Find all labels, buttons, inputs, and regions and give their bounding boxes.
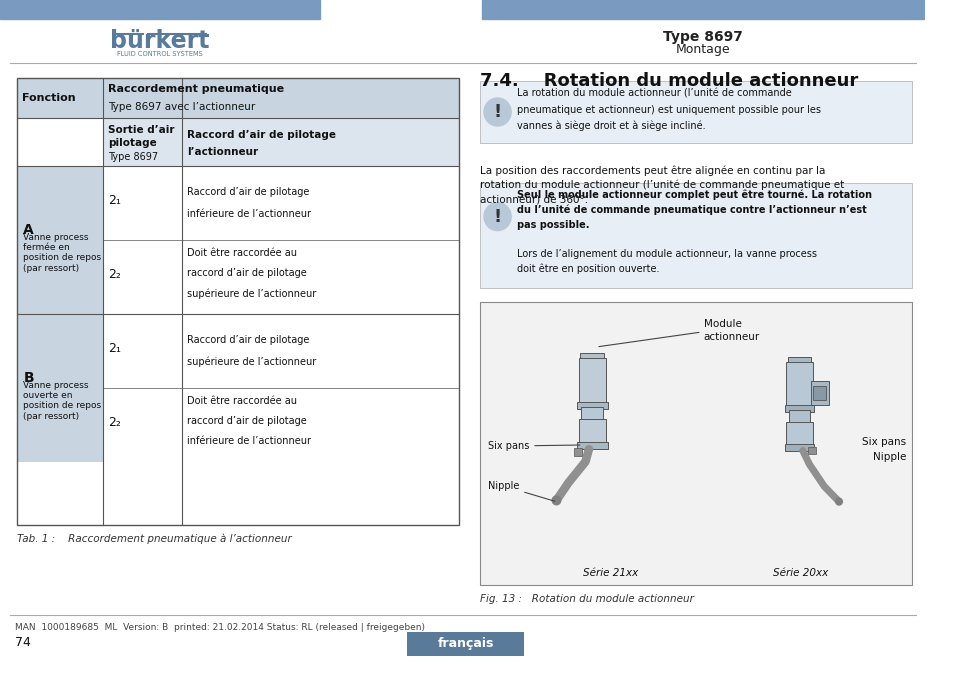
Text: Nipple: Nipple xyxy=(872,452,905,462)
Bar xyxy=(577,442,607,450)
Text: Doit être raccordée au: Doit être raccordée au xyxy=(187,396,297,406)
Bar xyxy=(580,407,603,421)
Bar xyxy=(787,357,810,364)
Bar xyxy=(17,314,103,462)
Text: Six pans: Six pans xyxy=(861,437,905,447)
Text: actionneur: actionneur xyxy=(703,332,760,342)
Text: rotation du module actionneur (l’unité de commande pneumatique et: rotation du module actionneur (l’unité d… xyxy=(479,180,843,190)
Text: pneumatique et actionneur) est uniquement possible pour les: pneumatique et actionneur) est uniquemen… xyxy=(517,105,821,115)
Text: Type 8697: Type 8697 xyxy=(108,152,157,162)
Text: Seul le module actionneur complet peut être tourné. La rotation: Seul le module actionneur complet peut ê… xyxy=(517,190,871,201)
Bar xyxy=(481,0,924,19)
Text: Vanne process: Vanne process xyxy=(23,232,89,242)
Text: ouverte en: ouverte en xyxy=(23,391,72,400)
Text: français: français xyxy=(436,637,494,651)
Text: (par ressort): (par ressort) xyxy=(23,412,79,421)
Bar xyxy=(783,444,814,451)
Text: l’actionneur: l’actionneur xyxy=(187,147,258,157)
Circle shape xyxy=(835,498,841,505)
Text: supérieure de l’actionneur: supérieure de l’actionneur xyxy=(187,357,316,367)
Text: vannes à siège droit et à siège incliné.: vannes à siège droit et à siège incliné. xyxy=(517,120,705,131)
Text: position de repos: position de repos xyxy=(23,254,101,262)
Text: 2₂: 2₂ xyxy=(108,417,120,429)
Text: raccord d’air de pilotage: raccord d’air de pilotage xyxy=(187,269,307,279)
Text: FLUID CONTROL SYSTEMS: FLUID CONTROL SYSTEMS xyxy=(117,51,203,57)
Text: (par ressort): (par ressort) xyxy=(23,264,79,273)
Text: La position des raccordements peut être alignée en continu par la: La position des raccordements peut être … xyxy=(479,166,824,176)
Text: actionneur) de 360°.: actionneur) de 360°. xyxy=(479,194,588,204)
Bar xyxy=(783,404,814,411)
Text: Doit être raccordée au: Doit être raccordée au xyxy=(187,248,297,258)
Text: Type 8697 avec l’actionneur: Type 8697 avec l’actionneur xyxy=(108,102,254,112)
Bar xyxy=(785,422,812,446)
Text: 7.4.    Rotation du module actionneur: 7.4. Rotation du module actionneur xyxy=(479,72,858,90)
Bar xyxy=(573,448,581,456)
Text: Module: Module xyxy=(703,319,740,329)
Text: Six pans: Six pans xyxy=(487,441,579,451)
Text: Type 8697: Type 8697 xyxy=(662,30,742,44)
Bar xyxy=(17,78,458,525)
Text: !: ! xyxy=(493,207,501,225)
Text: Série 21xx: Série 21xx xyxy=(582,568,638,578)
Text: Lors de l’alignement du module actionneur, la vanne process: Lors de l’alignement du module actionneu… xyxy=(517,249,816,259)
Text: raccord d’air de pilotage: raccord d’air de pilotage xyxy=(187,417,307,426)
Text: du l’unité de commande pneumatique contre l’actionneur n’est: du l’unité de commande pneumatique contr… xyxy=(517,205,865,215)
Text: MAN  1000189685  ML  Version: B  printed: 21.02.2014 Status: RL (released | frei: MAN 1000189685 ML Version: B printed: 21… xyxy=(14,623,424,633)
Text: Raccord d’air de pilotage: Raccord d’air de pilotage xyxy=(187,335,309,345)
Text: pas possible.: pas possible. xyxy=(517,220,589,230)
Text: fermée en: fermée en xyxy=(23,243,70,252)
Bar xyxy=(785,362,812,406)
Text: 2₁: 2₁ xyxy=(108,194,120,207)
Text: Raccord d’air de pilotage: Raccord d’air de pilotage xyxy=(187,130,335,140)
Text: supérieure de l’actionneur: supérieure de l’actionneur xyxy=(187,288,316,299)
Bar xyxy=(579,353,603,359)
Bar xyxy=(788,410,809,423)
Text: 74: 74 xyxy=(14,637,30,649)
Text: B: B xyxy=(23,371,34,385)
Text: Raccord d’air de pilotage: Raccord d’air de pilotage xyxy=(187,187,309,197)
Text: position de repos: position de repos xyxy=(23,402,101,411)
Bar xyxy=(807,447,815,454)
Text: Fig. 13 :   Rotation du module actionneur: Fig. 13 : Rotation du module actionneur xyxy=(479,594,693,604)
Bar xyxy=(17,166,103,314)
Text: doit être en position ouverte.: doit être en position ouverte. xyxy=(517,264,659,275)
Text: Tab. 1 :    Raccordement pneumatique à l’actionneur: Tab. 1 : Raccordement pneumatique à l’ac… xyxy=(17,534,292,544)
Bar xyxy=(479,302,911,585)
Text: Sortie d’air: Sortie d’air xyxy=(108,125,174,135)
Text: Vanne process: Vanne process xyxy=(23,380,89,390)
Circle shape xyxy=(483,203,511,231)
Text: Montage: Montage xyxy=(675,44,730,57)
Bar xyxy=(810,381,828,404)
Bar xyxy=(578,419,605,444)
Text: inférieure de l’actionneur: inférieure de l’actionneur xyxy=(187,436,311,446)
Text: La rotation du module actionneur (l’unité de commande: La rotation du module actionneur (l’unit… xyxy=(517,89,791,99)
Text: bürkert: bürkert xyxy=(111,29,210,53)
Bar xyxy=(17,78,458,118)
Text: Nipple: Nipple xyxy=(487,481,554,501)
Bar xyxy=(407,632,523,656)
Text: 2₁: 2₁ xyxy=(108,343,120,355)
Bar xyxy=(0,0,319,19)
Bar xyxy=(812,386,825,400)
Text: pilotage: pilotage xyxy=(108,138,156,148)
Bar xyxy=(578,358,605,404)
Text: 2₂: 2₂ xyxy=(108,269,120,281)
Bar xyxy=(479,81,911,143)
Text: inférieure de l’actionneur: inférieure de l’actionneur xyxy=(187,209,311,219)
Circle shape xyxy=(552,496,560,505)
Text: !: ! xyxy=(493,103,501,121)
Text: Raccordement pneumatique: Raccordement pneumatique xyxy=(108,84,283,94)
Text: Série 20xx: Série 20xx xyxy=(773,568,828,578)
Circle shape xyxy=(483,98,511,126)
Bar xyxy=(103,118,458,166)
Text: Fonction: Fonction xyxy=(22,93,76,103)
Text: A: A xyxy=(23,223,34,237)
Bar xyxy=(577,402,607,409)
Bar xyxy=(479,183,911,288)
